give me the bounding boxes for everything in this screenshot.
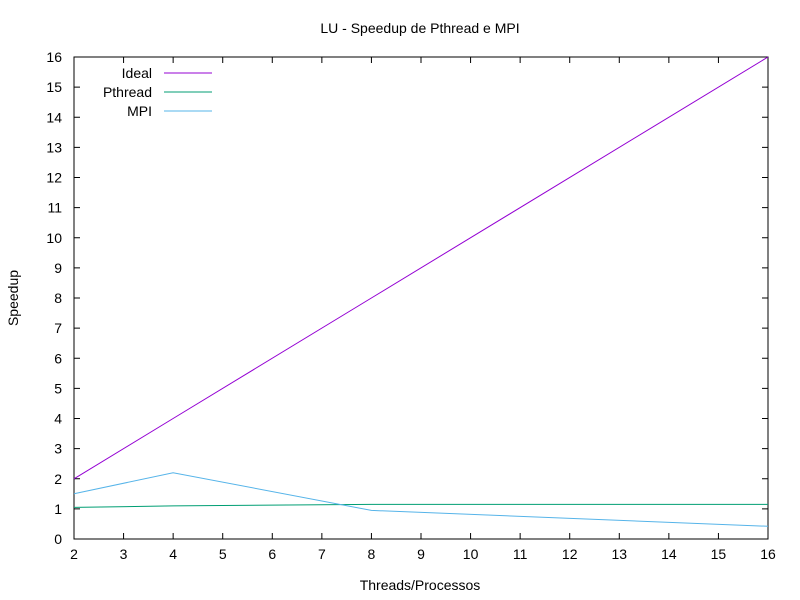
x-tick-label: 6 xyxy=(268,546,276,562)
x-tick-label: 10 xyxy=(463,546,479,562)
legend-label-ideal: Ideal xyxy=(122,65,152,81)
y-tick-label: 9 xyxy=(54,260,62,276)
series-lines xyxy=(73,56,769,527)
y-tick-label: 10 xyxy=(46,230,62,246)
y-tick-label: 11 xyxy=(47,200,62,216)
legend-label-pthread: Pthread xyxy=(103,84,152,100)
legend-label-mpi: MPI xyxy=(127,103,152,119)
series-line-mpi xyxy=(73,472,769,527)
x-tick-label: 12 xyxy=(562,546,578,562)
series-line-pthread xyxy=(73,503,768,508)
x-tick-label: 7 xyxy=(318,546,326,562)
y-tick-label: 3 xyxy=(54,441,62,457)
x-tick-label: 2 xyxy=(70,546,78,562)
y-tick-label: 4 xyxy=(54,411,62,427)
legend: Ideal Pthread MPI xyxy=(103,65,212,119)
x-axis: 2 3 4 5 6 7 8 9 10 11 12 13 14 15 16 xyxy=(70,57,776,562)
y-tick-label: 6 xyxy=(54,350,62,366)
y-tick-label: 12 xyxy=(46,170,62,186)
x-axis-title: Threads/Processos xyxy=(360,577,481,593)
y-tick-label: 13 xyxy=(46,139,62,155)
y-tick-label: 7 xyxy=(54,320,62,336)
x-tick-label: 9 xyxy=(417,546,425,562)
x-tick-label: 14 xyxy=(661,546,677,562)
series-line-ideal xyxy=(73,56,769,480)
chart-title: LU - Speedup de Pthread e MPI xyxy=(320,20,519,36)
y-tick-label: 14 xyxy=(46,109,62,125)
x-tick-label: 11 xyxy=(513,546,528,562)
y-tick-label: 15 xyxy=(46,79,62,95)
x-tick-label: 4 xyxy=(169,546,177,562)
plot-frame xyxy=(73,56,769,540)
x-tick-label: 13 xyxy=(611,546,627,562)
x-tick-label: 8 xyxy=(368,546,376,562)
y-tick-label: 0 xyxy=(54,531,62,547)
y-tick-label: 16 xyxy=(46,49,62,65)
y-tick-label: 1 xyxy=(54,501,62,517)
y-tick-label: 5 xyxy=(54,380,62,396)
x-tick-label: 3 xyxy=(120,546,128,562)
x-tick-label: 15 xyxy=(711,546,727,562)
y-tick-label: 2 xyxy=(54,471,62,487)
y-axis-title: Speedup xyxy=(5,270,21,326)
y-tick-label: 8 xyxy=(54,290,62,306)
x-tick-label: 16 xyxy=(760,546,776,562)
x-tick-label: 5 xyxy=(219,546,227,562)
